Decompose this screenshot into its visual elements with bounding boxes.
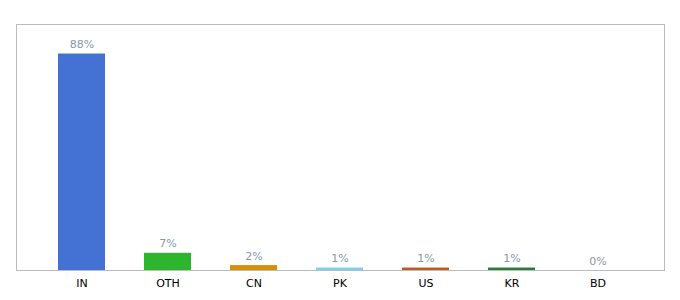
svg-text:2%: 2% — [245, 250, 262, 263]
svg-text:KR: KR — [505, 277, 520, 290]
svg-text:88%: 88% — [70, 38, 94, 51]
svg-text:IN: IN — [76, 277, 87, 290]
svg-text:CN: CN — [246, 277, 262, 290]
svg-text:OTH: OTH — [156, 277, 180, 290]
svg-text:0%: 0% — [589, 255, 606, 268]
svg-text:1%: 1% — [331, 252, 348, 265]
svg-text:BD: BD — [590, 277, 606, 290]
svg-text:US: US — [418, 277, 433, 290]
svg-text:1%: 1% — [417, 252, 434, 265]
svg-text:PK: PK — [333, 277, 348, 290]
svg-text:1%: 1% — [503, 252, 520, 265]
svg-text:7%: 7% — [159, 237, 176, 250]
